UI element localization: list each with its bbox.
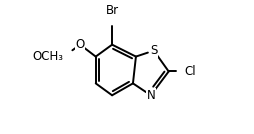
Text: Cl: Cl bbox=[185, 65, 196, 78]
Text: S: S bbox=[150, 44, 157, 57]
Text: N: N bbox=[147, 89, 155, 102]
Text: Br: Br bbox=[106, 4, 119, 17]
Text: OCH₃: OCH₃ bbox=[32, 50, 63, 63]
Text: O: O bbox=[75, 38, 85, 51]
